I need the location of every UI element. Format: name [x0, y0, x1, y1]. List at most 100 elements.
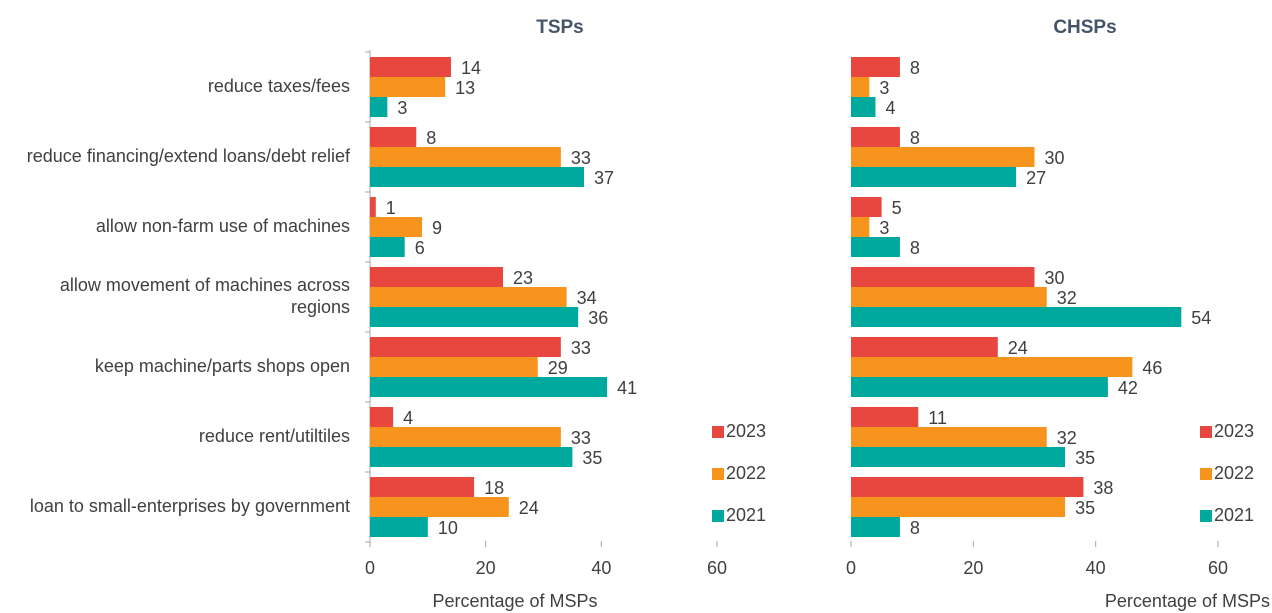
bar — [851, 237, 900, 257]
bar — [851, 497, 1066, 517]
legend-swatch — [712, 510, 724, 522]
legend-label: 2021 — [726, 505, 766, 525]
bar — [370, 147, 561, 167]
panel-title: CHSPs — [1053, 17, 1116, 38]
value-label: 33 — [571, 338, 591, 358]
bar — [370, 217, 423, 237]
value-label: 1 — [386, 198, 396, 218]
value-label: 46 — [1142, 358, 1162, 378]
bar — [370, 497, 509, 517]
y-tick-label: reduce rent/utiltiles — [199, 426, 350, 446]
legend-label: 2022 — [1214, 463, 1254, 483]
bar — [851, 167, 1017, 187]
bar — [851, 357, 1133, 377]
bar — [851, 267, 1035, 287]
bar — [370, 377, 608, 397]
legend-label: 2023 — [726, 421, 766, 441]
value-label: 8 — [910, 128, 920, 148]
value-label: 5 — [892, 198, 902, 218]
value-label: 32 — [1057, 428, 1077, 448]
panel-title: TSPs — [536, 17, 584, 38]
bar — [370, 407, 394, 427]
value-label: 36 — [588, 308, 608, 328]
legend-label: 2021 — [1214, 505, 1254, 525]
bar — [851, 127, 900, 147]
legend-swatch — [712, 426, 724, 438]
bar — [851, 377, 1108, 397]
value-label: 13 — [455, 78, 475, 98]
x-tick-label: 40 — [1086, 558, 1106, 578]
value-label: 32 — [1057, 288, 1077, 308]
value-label: 30 — [1045, 148, 1065, 168]
bar — [851, 147, 1035, 167]
bar — [851, 77, 870, 97]
x-tick-label: 40 — [591, 558, 611, 578]
y-tick-label: allow non-farm use of machines — [96, 216, 350, 236]
x-tick-label: 0 — [365, 558, 375, 578]
value-label: 30 — [1045, 268, 1065, 288]
y-tick-label: loan to small-enterprises by government — [30, 496, 350, 516]
value-label: 4 — [885, 98, 895, 118]
value-label: 35 — [1075, 448, 1095, 468]
bar — [851, 217, 870, 237]
value-label: 11 — [928, 408, 947, 428]
bar — [851, 197, 882, 217]
legend-swatch — [1200, 426, 1212, 438]
bar — [370, 77, 446, 97]
value-label: 4 — [403, 408, 413, 428]
y-tick-label: allow movement of machines across regions — [60, 275, 350, 317]
x-axis-label: Percentage of MSPs — [1105, 591, 1270, 611]
x-tick-label: 0 — [846, 558, 856, 578]
value-label: 37 — [594, 168, 614, 188]
bar — [851, 517, 900, 537]
bar — [370, 447, 573, 467]
bar — [370, 57, 451, 77]
bar — [370, 287, 567, 307]
bar — [851, 447, 1066, 467]
bar — [851, 307, 1182, 327]
value-label: 8 — [910, 58, 920, 78]
y-tick-label: keep machine/parts shops open — [95, 356, 350, 376]
value-label: 18 — [484, 478, 504, 498]
bar — [370, 197, 376, 217]
value-label: 9 — [432, 218, 442, 238]
value-label: 8 — [910, 238, 920, 258]
bar — [370, 307, 579, 327]
x-tick-label: 20 — [476, 558, 496, 578]
value-label: 33 — [571, 148, 591, 168]
bar — [851, 57, 900, 77]
value-label: 8 — [426, 128, 436, 148]
value-label: 33 — [571, 428, 591, 448]
value-label: 8 — [910, 518, 920, 538]
value-label: 54 — [1191, 308, 1211, 328]
value-label: 35 — [1075, 498, 1095, 518]
value-label: 23 — [513, 268, 533, 288]
legend-swatch — [712, 468, 724, 480]
value-label: 27 — [1026, 168, 1046, 188]
value-label: 38 — [1093, 478, 1113, 498]
bar — [370, 427, 561, 447]
legend-swatch — [1200, 468, 1212, 480]
value-label: 10 — [438, 518, 458, 538]
bar — [851, 337, 998, 357]
bar — [370, 237, 405, 257]
y-tick-label: reduce taxes/fees — [208, 76, 350, 96]
bar — [851, 287, 1047, 307]
legend-label: 2022 — [726, 463, 766, 483]
bar — [851, 427, 1047, 447]
value-label: 6 — [415, 238, 425, 258]
x-axis-label: Percentage of MSPs — [432, 591, 597, 611]
value-label: 3 — [879, 218, 889, 238]
bar — [851, 477, 1084, 497]
y-tick-label: reduce financing/extend loans/debt relie… — [27, 146, 351, 166]
value-label: 14 — [461, 58, 481, 78]
x-tick-label: 60 — [707, 558, 727, 578]
bar — [851, 407, 919, 427]
bar — [370, 477, 475, 497]
value-label: 29 — [548, 358, 568, 378]
legend-swatch — [1200, 510, 1212, 522]
bar — [370, 167, 584, 187]
value-label: 42 — [1118, 378, 1138, 398]
bar — [370, 337, 561, 357]
